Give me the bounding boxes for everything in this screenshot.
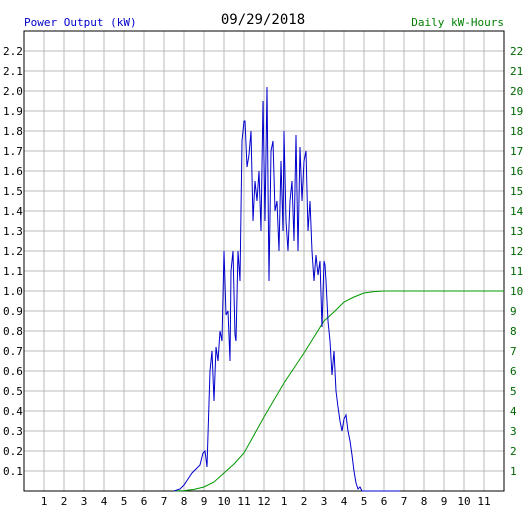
left-axis-tick-label: 1.0 (3, 285, 23, 298)
left-axis-tick-label: 1.1 (3, 265, 23, 278)
plot-frame (23, 30, 505, 492)
left-axis-tick-label: 2.2 (3, 45, 23, 58)
x-axis-tick-label: 8 (421, 495, 428, 508)
right-axis-tick-label: 21 (510, 65, 523, 78)
x-axis-tick-label: 7 (401, 495, 408, 508)
right-axis-tick-label: 19 (510, 105, 523, 118)
x-axis-tick-label: 6 (381, 495, 388, 508)
left-axis-tick-label: 1.2 (3, 245, 23, 258)
x-axis-tick-label: 3 (81, 495, 88, 508)
right-axis-tick-label: 14 (510, 205, 524, 218)
x-axis-tick-label: 10 (457, 495, 470, 508)
right-axis-tick-label: 10 (510, 285, 523, 298)
x-axis-tick-label: 10 (217, 495, 230, 508)
left-axis-tick-label: 1.3 (3, 225, 23, 238)
x-axis-tick-label: 11 (477, 495, 490, 508)
left-axis-tick-label: 2.1 (3, 65, 23, 78)
left-axis-tick-label: 0.3 (3, 425, 23, 438)
left-axis-tick-label: 1.4 (3, 205, 23, 218)
x-axis-tick-label: 2 (301, 495, 308, 508)
left-axis-tick-label: 1.9 (3, 105, 23, 118)
x-axis-ticks: 1 2 3 4 5 6 7 8 9 10 11 12 1 2 3 4 5 6 7 8 9 10 11 (41, 495, 491, 508)
x-axis-tick-label: 8 (181, 495, 188, 508)
left-axis-tick-label: 0.6 (3, 365, 23, 378)
left-axis-tick-label: 1.8 (3, 125, 23, 138)
x-axis-tick-label: 3 (321, 495, 328, 508)
left-axis-tick-label: 1.6 (3, 165, 23, 178)
right-axis-tick-label: 17 (510, 145, 523, 158)
right-axis-tick-label: 22 (510, 45, 523, 58)
x-axis-tick-label: 6 (141, 495, 148, 508)
x-axis-tick-label: 4 (101, 495, 108, 508)
x-axis-tick-label: 1 (41, 495, 48, 508)
x-axis-tick-label: 4 (341, 495, 348, 508)
right-axis-tick-label: 3 (510, 425, 517, 438)
right-axis-tick-label: 6 (510, 365, 517, 378)
left-axis-tick-label: 0.9 (3, 305, 23, 318)
right-axis-tick-label: 9 (510, 305, 517, 318)
right-axis-tick-label: 7 (510, 345, 517, 358)
left-axis-tick-label: 0.8 (3, 325, 23, 338)
right-axis-tick-label: 11 (510, 265, 523, 278)
left-axis-tick-label: 0.2 (3, 445, 23, 458)
right-axis-label: Daily kW-Hours (411, 16, 504, 29)
right-axis-tick-label: 5 (510, 385, 517, 398)
right-axis-tick-label: 16 (510, 165, 523, 178)
left-axis-tick-label: 1.5 (3, 185, 23, 198)
x-axis-tick-label: 1 (281, 495, 288, 508)
x-axis-tick-label: 9 (441, 495, 448, 508)
left-axis-tick-label: 0.4 (3, 405, 23, 418)
chart-date-title: 09/29/2018 (221, 12, 305, 28)
left-axis-tick-label: 2.0 (3, 85, 23, 98)
right-axis-tick-label: 15 (510, 185, 523, 198)
left-axis-label: Power Output (kW) (24, 16, 137, 29)
x-axis-tick-label: 7 (161, 495, 168, 508)
right-axis-tick-label: 18 (510, 125, 523, 138)
right-axis-tick-label: 13 (510, 225, 523, 238)
right-axis-tick-label: 4 (510, 405, 517, 418)
x-axis-tick-label: 11 (237, 495, 250, 508)
left-axis-tick-label: 0.7 (3, 345, 23, 358)
x-axis-tick-label: 5 (121, 495, 128, 508)
right-axis-tick-label: 8 (510, 325, 517, 338)
x-axis-tick-label: 5 (361, 495, 368, 508)
left-axis-tick-label: 0.1 (3, 465, 23, 478)
x-axis-tick-label: 9 (201, 495, 208, 508)
left-axis-tick-label: 0.5 (3, 385, 23, 398)
right-axis-tick-label: 2 (510, 445, 517, 458)
left-axis-ticks: 0.1 0.2 0.3 0.4 0.5 0.6 0.7 0.8 0.9 1.0 1.1 1.2 1.3 1… (3, 45, 23, 478)
right-axis-tick-label: 20 (510, 85, 523, 98)
x-axis-tick-label: 2 (61, 495, 68, 508)
series-line-daily-kw-hours (173, 290, 504, 492)
series-line-power-output (173, 86, 400, 492)
x-axis-tick-label: 12 (257, 495, 270, 508)
left-axis-tick-label: 1.7 (3, 145, 23, 158)
right-axis-tick-label: 12 (510, 245, 523, 258)
right-axis-tick-label: 1 (510, 465, 517, 478)
